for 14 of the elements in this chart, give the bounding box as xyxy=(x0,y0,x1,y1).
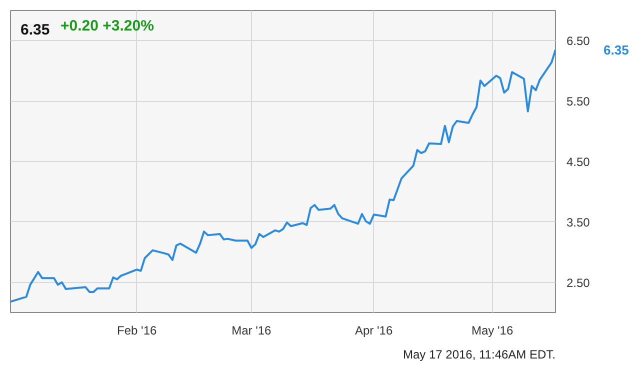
x-tick-label: May '16 xyxy=(471,324,514,338)
y-tick-label: 5.50 xyxy=(566,94,590,109)
x-tick-label: Mar '16 xyxy=(232,324,272,338)
text: 6.35 xyxy=(604,42,629,58)
text: +0.20 +3.20% xyxy=(60,18,154,34)
text: 6.35 xyxy=(20,22,50,38)
line-series xyxy=(10,48,556,303)
x-tick-label: Apr '16 xyxy=(355,324,393,338)
text: May 17 2016, 11:46AM EDT. xyxy=(402,348,556,362)
y-tick-label: 2.50 xyxy=(566,276,590,290)
y-tick-label: 3.50 xyxy=(566,215,590,230)
y-tick-label: 6.50 xyxy=(566,34,590,48)
x-tick-label: Feb '16 xyxy=(117,324,158,338)
y-tick-label: 4.50 xyxy=(566,155,590,169)
